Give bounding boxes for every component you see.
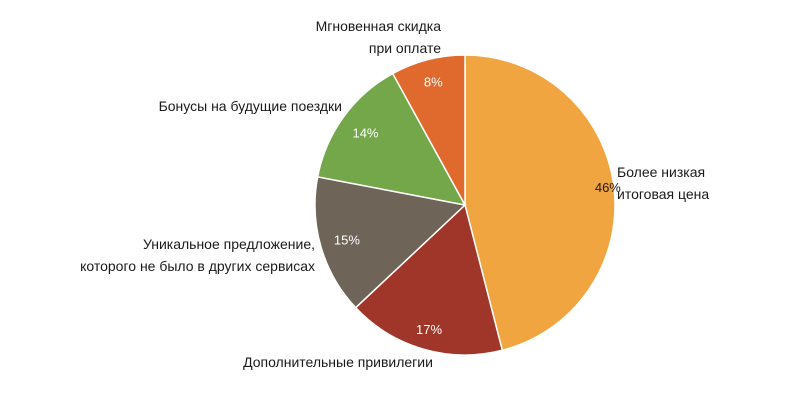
slice-category-label-1: Дополнительные привилегии [243,354,433,370]
slice-category-label-3: Бонусы на будущие поездки [159,98,342,114]
slice-category-label-line: Бонусы на будущие поездки [159,98,342,114]
slice-category-label-4: Мгновенная скидка при оплате [316,18,442,56]
slice-value-label-4: 8% [424,75,443,90]
slice-category-label-line: которого не было в других сервисах [80,258,315,274]
pie-slice-1 [354,203,504,356]
slice-value-label-0: 46% [595,180,621,195]
slice-value-label-3: 14% [352,126,378,141]
slice-value-label-2: 15% [334,232,360,247]
slice-category-label-line: Дополнительные привилегии [243,354,433,370]
slice-category-label-line: итоговая цена [617,186,709,202]
slice-category-label-2: Уникальное предложение, которого не было … [80,236,315,274]
pie-slice-3 [316,72,467,207]
pie-slice-0 [464,54,616,352]
pie-slice-2 [314,176,467,309]
slice-category-label-line: Мгновенная скидка [316,18,442,34]
slice-category-label-line: Уникальное предложение, [143,236,315,252]
slice-category-label-line: при оплате [369,40,441,56]
slice-value-label-1: 17% [416,322,442,337]
pie-slice-4 [391,54,466,206]
slice-category-label-line: Более низкая [617,164,705,180]
slice-category-label-0: Более низкая итоговая цена [617,164,709,202]
